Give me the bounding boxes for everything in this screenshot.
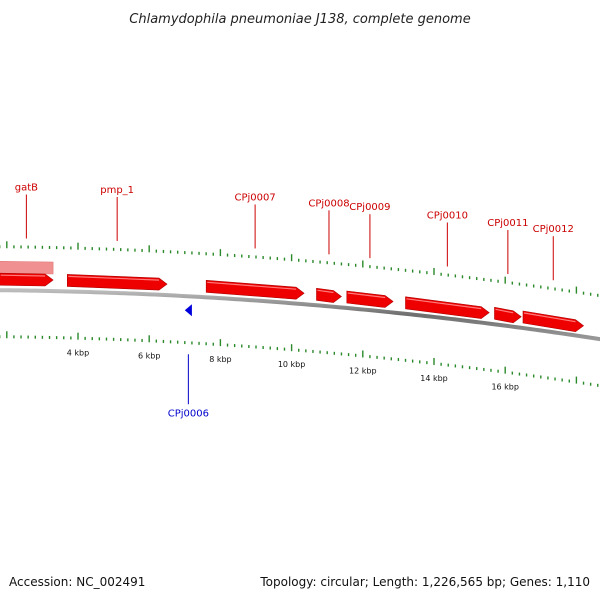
gene-label: CPj0007 xyxy=(234,192,275,203)
faded-gene-layer xyxy=(0,261,54,275)
gene-label: CPj0008 xyxy=(308,198,349,209)
forward-gene-arrow xyxy=(405,296,490,319)
kbp-label: 8 kbp xyxy=(209,355,231,364)
gene-label: gatB xyxy=(15,183,38,194)
gene-label: pmp_1 xyxy=(100,185,134,196)
gene-highlight xyxy=(0,274,46,277)
gene-highlight xyxy=(406,298,482,310)
accession-text: Accession: NC_002491 xyxy=(9,575,145,589)
forward-gene-arrow xyxy=(316,287,342,303)
gene-highlight xyxy=(317,289,334,294)
forward-gene-arrow xyxy=(346,290,394,308)
kbp-label: 4 kbp xyxy=(67,349,89,358)
kbp-label-layer: 4 kbp 6 kbp 8 kbp 10 kbp 12 kbp 14 kbp 16 kbp xyxy=(67,349,519,392)
top-tick-track xyxy=(0,241,599,297)
forward-gene-arrow xyxy=(67,274,168,291)
gene-highlight xyxy=(347,292,386,299)
gene-label: CPj0009 xyxy=(349,202,390,213)
map-title: Chlamydophila pneumoniae J138, complete … xyxy=(129,12,470,27)
kbp-label: 10 kbp xyxy=(278,360,306,369)
gene-highlight xyxy=(523,312,576,323)
forward-gene-arrow xyxy=(205,279,305,300)
gene-highlight xyxy=(68,275,160,281)
genome-summary-text: Topology: circular; Length: 1,226,565 bp… xyxy=(259,575,590,589)
gene-label: CPj0012 xyxy=(533,224,574,235)
bottom-tick-track xyxy=(0,331,599,387)
gene-layer xyxy=(0,272,584,333)
genome-backbone xyxy=(0,288,600,342)
reverse-gene-arrow xyxy=(184,304,192,317)
kbp-label: 14 kbp xyxy=(420,374,448,383)
gene-highlight xyxy=(495,308,514,314)
gene-label: CPj0006 xyxy=(168,408,209,419)
faded-gene-arrow xyxy=(0,261,54,275)
forward-gene-arrow xyxy=(494,306,522,324)
gene-label: CPj0010 xyxy=(427,211,468,222)
gene-label: CPj0011 xyxy=(487,218,528,229)
kbp-label: 12 kbp xyxy=(349,366,377,375)
kbp-label: 16 kbp xyxy=(491,383,519,392)
forward-gene-arrow xyxy=(522,310,584,333)
kbp-label: 6 kbp xyxy=(138,351,160,360)
gene-highlight xyxy=(207,281,297,290)
gene-label-layer: gatB pmp_1 CPj0007 CPj0008 CPj0009 CPj0010 CPj… xyxy=(15,183,574,420)
